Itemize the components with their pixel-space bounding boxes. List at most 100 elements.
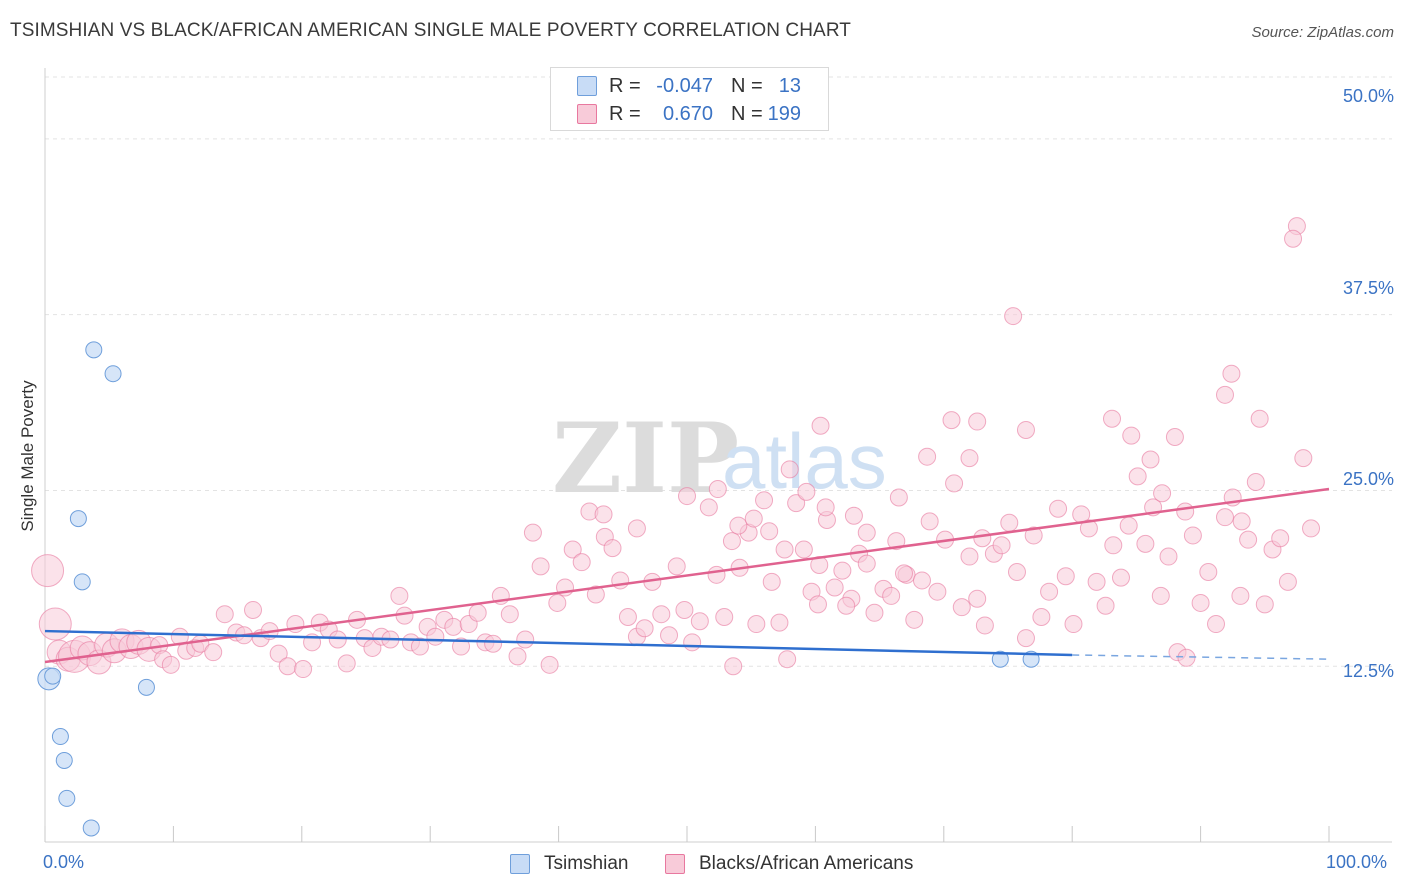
tsimshian-point [55,751,73,769]
black-point [484,634,503,653]
black-point [811,416,830,435]
black-point [508,647,527,666]
black-point [1284,229,1303,248]
black-point [1250,409,1269,428]
black-point [500,605,519,624]
black-point [882,586,901,605]
black-point [920,512,939,531]
black-point [825,578,844,597]
n-value: 199 [767,102,801,125]
black-point [942,411,961,430]
legend-label: Tsimshian [544,853,629,874]
tsimshian-point [991,650,1009,668]
tsimshian-point [104,365,122,383]
tsimshian-trend-extension [1072,654,1330,660]
black-point [390,586,409,605]
black-point [724,657,743,676]
y-axis-label: Single Male Poverty [18,380,37,532]
black-point [1049,499,1068,518]
black-point [1128,467,1147,486]
black-point [572,553,591,572]
chart-title: TSIMSHIAN VS BLACK/AFRICAN AMERICAN SING… [10,20,852,41]
black-point [1111,568,1130,587]
black-point [548,593,567,612]
r-label: R = [609,102,641,125]
black-point [889,488,908,507]
watermark-zip: ZIP [552,402,739,515]
black-point [1278,572,1297,591]
black-point [952,598,971,617]
black-point [1222,364,1241,383]
black-point [531,557,550,576]
black-point [1016,420,1035,439]
black-point [1231,586,1250,605]
black-point [1040,582,1059,601]
black-point [808,595,827,614]
black-point [426,627,445,646]
black-point [755,491,774,510]
black-point [1104,536,1123,555]
black-point [215,605,234,624]
black-point [797,482,816,501]
black-point [1176,502,1195,521]
tsimshian-point [85,341,103,359]
black-point [627,519,646,538]
tsimshian-point [44,667,62,685]
black-point [1207,615,1226,634]
black-point [1153,484,1172,503]
black-point [960,547,979,566]
trend-lines [44,487,1330,664]
black-point [778,650,797,669]
axes [44,68,1392,843]
black-point [678,487,696,506]
black-point [269,644,288,663]
black-point [715,608,734,626]
tsimshian-swatch [577,76,597,96]
black-point [780,460,799,479]
black-point [31,554,65,588]
black-point [744,509,763,528]
r-value: -0.047 [656,74,713,97]
black-point [722,532,741,551]
black-point [729,516,748,535]
black-point [968,589,987,608]
x-tick-label-max: 100.0% [1326,852,1388,872]
n-value: 13 [778,74,801,97]
black-point [244,600,263,619]
black-point [707,565,726,584]
black-point [1004,307,1023,326]
black-point [699,498,718,517]
black-point [683,633,702,652]
black-point [1141,450,1160,469]
black-point [667,557,686,576]
black-point [1165,428,1184,446]
black-point [1056,567,1075,586]
black-point [973,529,992,548]
black-point [760,522,779,541]
black-point [1151,586,1170,605]
black-point [328,630,347,649]
black-point [708,480,727,499]
tsimshian-point [58,789,76,807]
tsimshian-point [51,728,69,746]
black-point [586,585,605,604]
black-point [1064,615,1083,634]
y-tick-label: 25.0% [1342,469,1394,489]
source-label: Source: ZipAtlas.com [1251,24,1394,41]
black-point [563,540,582,559]
black-point [652,605,671,624]
black-point [1024,526,1043,545]
black-point [603,539,622,558]
black-point [452,637,471,656]
y-tick-label: 12.5% [1342,661,1394,681]
tsimshian-point [82,819,100,837]
black-point [762,572,781,591]
n-label: N = [731,74,763,97]
black-point [1119,516,1138,535]
y-tick-label: 37.5% [1342,278,1394,298]
legend-item-black: Blacks/African Americans [665,852,913,876]
x-tick-label-min: 0.0% [43,852,85,872]
black-point [912,571,931,590]
black-point [690,612,709,631]
tsimshian-swatch [510,854,530,874]
